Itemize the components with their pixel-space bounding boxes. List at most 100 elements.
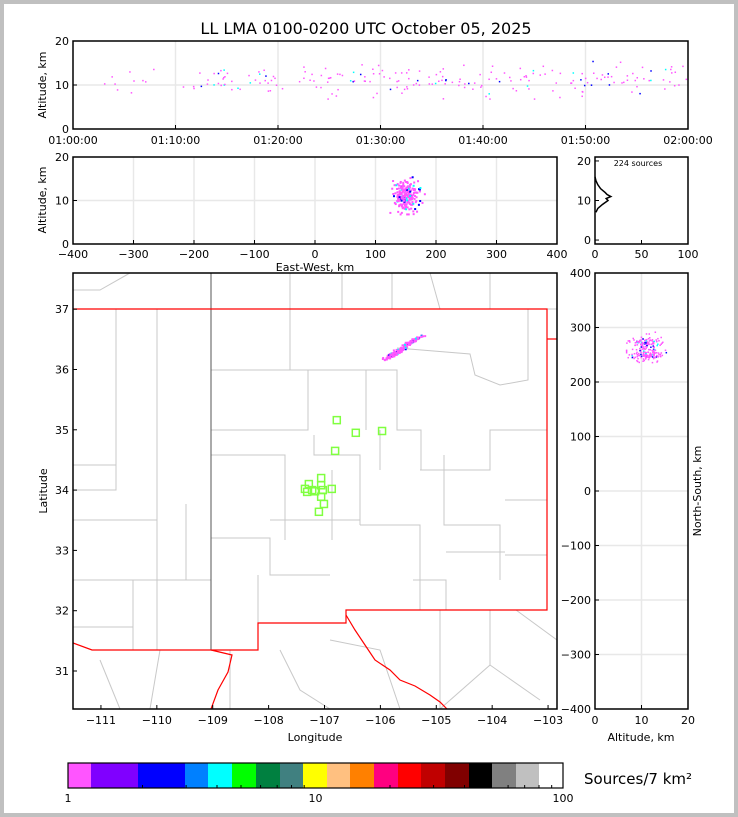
source-point [412,213,415,216]
source-point [393,351,396,354]
source-point [408,202,411,205]
x-tick-label: 200 [426,248,447,261]
source-point [658,353,660,356]
source-point [405,205,408,208]
source-point [428,76,430,78]
colorbar-frame [67,762,564,789]
source-point [418,190,421,193]
source-point [408,193,411,196]
source-point [364,80,367,83]
source-point [650,70,652,72]
colorbar-swatch [516,763,539,788]
source-point [659,353,662,356]
source-point [645,354,648,356]
source-point [640,339,642,341]
source-point [403,200,406,203]
source-point [625,351,628,354]
source-point [659,355,662,357]
source-point [574,87,576,90]
source-point [640,336,643,339]
source-point [398,196,401,199]
y-tick-label: −100 [561,540,591,553]
y-tick-label: 20 [55,151,69,164]
source-point [396,80,398,83]
source-point [372,73,375,75]
source-point [403,185,406,188]
histogram-line [594,176,613,213]
source-point [653,342,655,344]
source-point [391,355,394,358]
source-point [267,82,269,84]
county-boundary [99,659,121,709]
source-point [472,88,474,90]
source-point [327,98,329,100]
source-point [416,338,419,341]
source-point [642,358,645,360]
source-point [431,83,434,85]
source-point [607,73,610,75]
source-point [361,64,363,66]
source-point [399,191,402,194]
source-point [408,185,411,188]
source-point [634,344,637,346]
x-tick-label: 02:00:00 [663,134,712,147]
source-point [621,82,623,84]
source-point [410,207,413,210]
y-axis-label: Altitude, km [36,166,49,233]
source-point [401,184,404,187]
source-point [116,89,119,91]
county-boundary [211,454,286,540]
source-point [638,339,641,342]
colorbar-swatch [539,763,563,788]
source-point [415,337,418,340]
source-point [685,78,688,81]
source-point [649,337,651,339]
source-point [399,192,402,195]
source-point [270,79,273,82]
time-altitude-panel: 01:00:00 01:10:00 01:20:00 01:30:00 01:40:00… [36,35,713,147]
x-tick-label: −104 [477,714,507,727]
source-point [254,79,257,81]
source-point [114,83,116,85]
source-point [662,79,665,81]
source-point [420,335,423,338]
source-point [130,92,133,94]
source-point [414,201,417,204]
source-point [652,341,655,343]
source-point [416,210,419,213]
source-point [656,344,658,347]
source-point [237,87,239,90]
source-point [636,359,638,362]
source-point [659,344,661,347]
source-point [400,72,403,74]
source-point [392,192,395,195]
source-point [408,186,411,189]
figure: LL LMA 0100-0200 UTC October 05, 2025 01… [4,4,734,813]
y-tick-label: 33 [55,544,69,557]
source-point [644,341,646,344]
source-point [642,355,645,357]
source-point [395,353,398,356]
source-point [406,194,409,197]
source-point [643,350,645,352]
source-point [339,73,341,76]
x-tick-label: 10 [635,714,649,727]
source-point [503,72,506,74]
source-point [192,85,195,88]
source-point [406,181,409,184]
source-point [409,183,412,186]
source-point [458,84,460,87]
y-tick-label: 34 [55,484,69,497]
source-point [648,343,650,346]
source-point [627,356,629,359]
source-point [405,189,408,192]
y-tick-label: 0 [62,123,69,136]
source-point [631,353,633,356]
source-point [399,350,402,353]
source-point [637,342,639,344]
state-border [210,649,233,709]
source-point [320,86,322,89]
source-point [670,68,672,71]
y-tick-label: 200 [570,376,591,389]
source-point [405,208,408,211]
